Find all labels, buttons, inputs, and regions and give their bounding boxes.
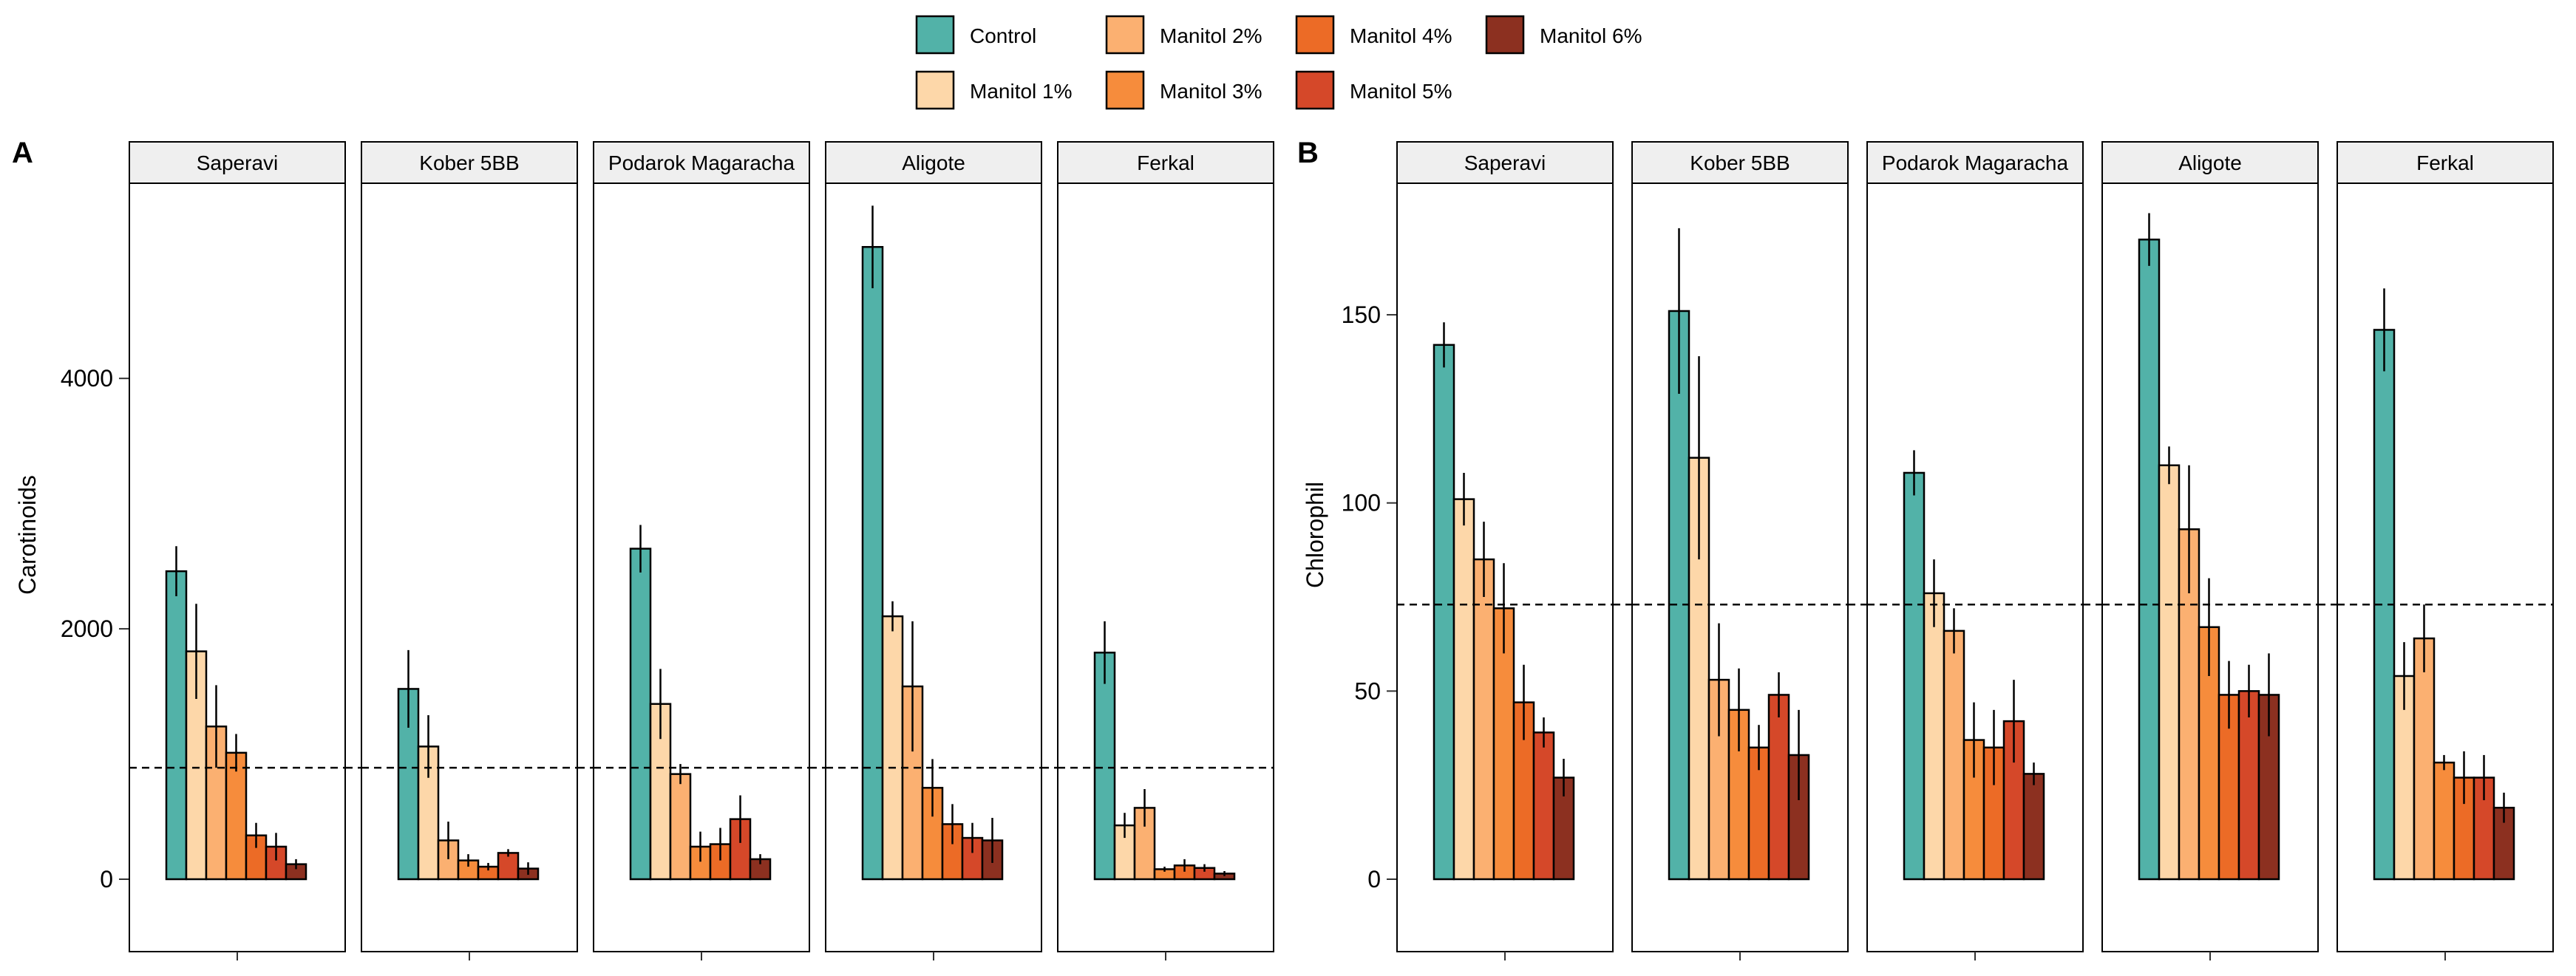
legend-swatch	[915, 15, 955, 55]
legend-swatch	[1105, 15, 1145, 55]
bar	[2237, 690, 2260, 881]
facet-title: Ferkal	[1137, 151, 1194, 174]
facet-aligote: Aligote	[825, 141, 1042, 960]
facet-strip	[1396, 141, 1614, 184]
bar	[1093, 652, 1116, 881]
bar	[629, 547, 652, 881]
panel-letter: B	[1297, 137, 1319, 169]
legend-swatch	[1105, 70, 1145, 110]
bar	[2413, 637, 2436, 881]
legend-swatch	[915, 70, 955, 110]
bar	[1452, 498, 1475, 881]
y-tick-label: 100	[1342, 490, 1381, 516]
bar	[1943, 629, 1965, 881]
bar	[205, 726, 228, 881]
legend-label: Manitol 4%	[1350, 24, 1452, 47]
facet-strip	[593, 141, 810, 184]
facet-strip	[361, 141, 578, 184]
facet-title: Podarok Magaracha	[608, 151, 795, 174]
legend-swatch	[1485, 15, 1525, 55]
bar	[2022, 773, 2045, 881]
bar	[1767, 694, 1790, 881]
facet-ferkal: Ferkal	[2337, 141, 2554, 960]
facet-kober-5bb: Kober 5BB	[1631, 141, 1849, 960]
y-axis-title: Carotinoids	[14, 475, 41, 595]
legend-swatch	[1295, 70, 1335, 110]
y-tick-label: 2000	[61, 615, 113, 642]
facet-strip	[1631, 141, 1849, 184]
legend-swatch	[1295, 15, 1335, 55]
bar	[1532, 731, 1555, 881]
facet-podarok-magaracha: Podarok Magaracha	[1866, 141, 2084, 960]
panel-b: B Chlorophil 0 50 100 150 Saperavi Kober 5BB Pod…	[1297, 137, 2554, 960]
bar	[1668, 310, 1690, 881]
y-axis-title: Chlorophil	[1302, 482, 1328, 588]
facet-saperavi: Saperavi	[129, 141, 346, 960]
facet-plot-border	[593, 182, 810, 952]
facet-ferkal: Ferkal	[1057, 141, 1274, 960]
bar	[225, 751, 248, 881]
bar	[881, 615, 904, 881]
legend-label: Manitol 5%	[1350, 80, 1452, 103]
facet-title: Kober 5BB	[1690, 151, 1790, 174]
bar	[861, 246, 884, 881]
facet-plot-border	[361, 182, 578, 952]
bar	[2158, 464, 2181, 881]
legend-label: Manitol 2%	[1160, 24, 1262, 47]
facet-saperavi: Saperavi	[1396, 141, 1614, 960]
facet-aligote: Aligote	[2101, 141, 2319, 960]
y-tick-label: 50	[1354, 678, 1381, 704]
facet-title: Ferkal	[2416, 151, 2474, 174]
facet-strip	[2337, 141, 2554, 184]
bar	[2138, 238, 2161, 881]
bar	[1433, 344, 1455, 881]
facet-strip	[1057, 141, 1274, 184]
bar	[2433, 761, 2456, 881]
legend: Control Manitol 1% Manitol 2% Manitol 3% Man…	[915, 15, 1642, 110]
legend-label: Manitol 1%	[970, 80, 1073, 103]
facet-title: Podarok Magaracha	[1882, 151, 2069, 174]
panel-a: A Carotinoids 0 2000 4000 Saperavi Kober 5BB Po…	[12, 137, 1274, 960]
y-tick-label: 0	[1367, 866, 1381, 893]
legend-label: Control	[970, 24, 1036, 47]
bar	[497, 852, 520, 881]
facet-strip	[825, 141, 1042, 184]
bar	[1923, 592, 1945, 881]
legend-label: Manitol 6%	[1540, 24, 1642, 47]
bar	[1903, 471, 1926, 881]
bar	[669, 773, 692, 881]
facet-title: Aligote	[902, 151, 965, 174]
facet-title: Saperavi	[197, 151, 279, 174]
facet-title: Kober 5BB	[419, 151, 519, 174]
bar	[165, 570, 188, 881]
y-tick-label: 150	[1342, 301, 1381, 328]
y-tick-label: 4000	[61, 365, 113, 392]
facet-strip	[129, 141, 346, 184]
panel-letter: A	[12, 137, 33, 169]
facet-plot-border	[1057, 182, 1274, 952]
facet-title: Aligote	[2178, 151, 2242, 174]
bar	[1472, 558, 1495, 881]
y-tick-label: 0	[100, 866, 113, 893]
facet-podarok-magaracha: Podarok Magaracha	[593, 141, 810, 960]
facet-kober-5bb: Kober 5BB	[361, 141, 578, 960]
facet-strip	[2101, 141, 2319, 184]
legend-label: Manitol 3%	[1160, 80, 1262, 103]
facet-title: Saperavi	[1464, 151, 1546, 174]
